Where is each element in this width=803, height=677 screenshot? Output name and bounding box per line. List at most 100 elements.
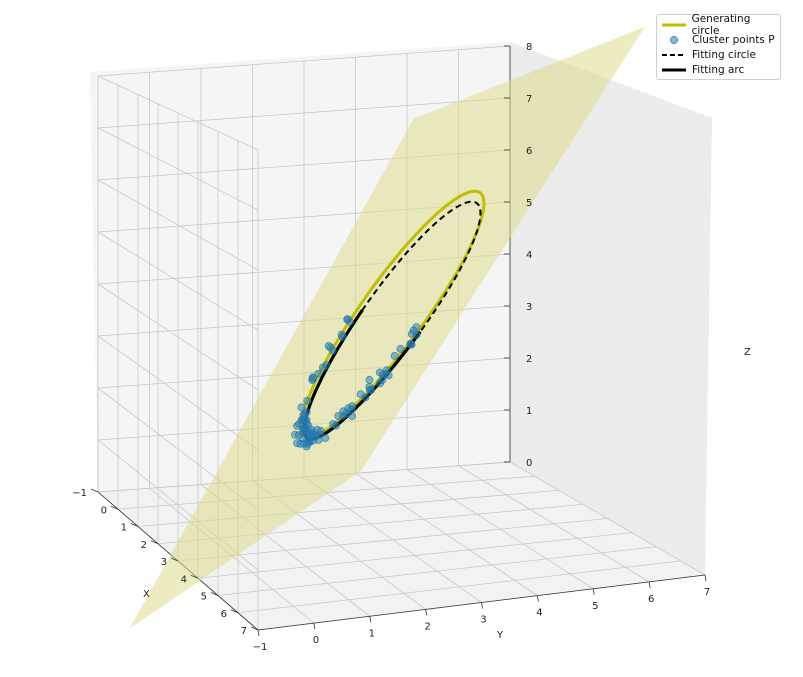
x-tick-label: 1 bbox=[121, 523, 127, 534]
wall-grid-z bbox=[97, 179, 259, 271]
marker-swatch-icon bbox=[669, 35, 679, 44]
legend-item-fitting-arc: Fitting arc bbox=[662, 62, 744, 77]
cluster-point bbox=[321, 434, 330, 443]
floor-grid-y bbox=[406, 469, 594, 590]
cluster-point bbox=[378, 376, 387, 385]
z-tick-label: 5 bbox=[526, 198, 532, 209]
wall-grid-z bbox=[97, 127, 259, 211]
y-tick-label: 3 bbox=[480, 615, 486, 626]
legend-label: Cluster points P bbox=[692, 33, 775, 46]
z-tick-label: 2 bbox=[526, 354, 532, 365]
wall-grid-z bbox=[97, 97, 511, 129]
legend-item-cluster-points: Cluster points P bbox=[662, 32, 775, 47]
y-tick-label: 0 bbox=[313, 635, 319, 646]
cluster-point bbox=[300, 439, 309, 448]
wall-grid-z bbox=[97, 75, 259, 151]
cluster-point bbox=[390, 351, 399, 360]
cluster-point bbox=[338, 332, 347, 341]
legend-item-generating-circle: Generating circle bbox=[662, 13, 780, 37]
x-tick bbox=[130, 523, 139, 527]
z-tick-label: 8 bbox=[526, 42, 532, 53]
y-tick bbox=[536, 595, 539, 602]
cluster-point bbox=[308, 373, 317, 382]
y-tick bbox=[425, 609, 428, 616]
legend-label: Fitting arc bbox=[692, 63, 745, 76]
y-tick-label: 4 bbox=[536, 608, 542, 619]
wall-grid-z bbox=[97, 335, 259, 451]
x-tick-label: 2 bbox=[141, 540, 147, 551]
cluster-point bbox=[293, 421, 302, 430]
cluster-point bbox=[356, 390, 365, 399]
fitting-plane bbox=[129, 26, 646, 629]
x-tick-label: 7 bbox=[241, 626, 247, 637]
x-tick-label: 0 bbox=[101, 505, 107, 516]
cluster-point bbox=[331, 421, 340, 430]
z-tick-label: 6 bbox=[526, 146, 532, 157]
cluster-point bbox=[365, 375, 374, 384]
line-swatch-icon bbox=[662, 23, 686, 26]
legend: Generating circle Cluster points P Fitti… bbox=[656, 13, 781, 80]
cluster-point bbox=[297, 403, 306, 412]
floor-grid-y bbox=[458, 465, 650, 583]
x-tick-label: 4 bbox=[181, 574, 187, 585]
dashed-line-swatch-icon bbox=[662, 53, 686, 56]
y-tick bbox=[648, 581, 651, 588]
y-tick bbox=[313, 623, 316, 630]
floor-grid-y bbox=[355, 472, 538, 596]
cluster-point bbox=[322, 361, 331, 370]
y-tick bbox=[481, 602, 483, 609]
x-axis-label: X bbox=[143, 589, 150, 600]
x-tick bbox=[190, 574, 199, 579]
x-tick bbox=[210, 592, 219, 596]
legend-label: Generating circle bbox=[691, 12, 751, 37]
y-tick-label: 2 bbox=[424, 621, 430, 632]
cluster-point bbox=[326, 343, 335, 352]
cluster-point bbox=[406, 339, 415, 348]
x-tick bbox=[110, 505, 119, 510]
x-tick-label: −1 bbox=[72, 488, 87, 499]
cluster-point bbox=[314, 369, 323, 378]
floor-grid-y bbox=[303, 476, 482, 603]
cluster-point bbox=[290, 430, 299, 439]
x-tick-label: 5 bbox=[201, 592, 207, 603]
y-tick-label: −1 bbox=[253, 642, 268, 653]
x-tick bbox=[170, 557, 179, 562]
z-tick-label: 3 bbox=[526, 302, 532, 313]
y-tick bbox=[369, 616, 372, 623]
z-tick-label: 7 bbox=[526, 94, 532, 105]
cluster-point bbox=[304, 421, 313, 430]
x-tick-label: 6 bbox=[221, 609, 227, 620]
cluster-point bbox=[384, 371, 393, 380]
y-tick-label: 7 bbox=[704, 587, 710, 598]
x-tick-label: 3 bbox=[161, 557, 167, 568]
cluster-point bbox=[367, 385, 376, 394]
x-tick bbox=[250, 626, 259, 631]
y-tick-label: 5 bbox=[592, 601, 598, 612]
floor-grid-y bbox=[509, 461, 706, 576]
z-axis-label: Z bbox=[744, 347, 751, 358]
y-tick bbox=[592, 588, 595, 595]
legend-label: Fitting circle bbox=[692, 48, 756, 61]
y-axis-label: Y bbox=[496, 630, 504, 641]
cluster-point bbox=[342, 409, 351, 418]
back-right-pane bbox=[510, 42, 712, 575]
x-tick bbox=[90, 488, 99, 493]
wall-grid-z bbox=[97, 283, 259, 391]
z-tick-label: 1 bbox=[526, 406, 532, 417]
cluster-point bbox=[334, 411, 343, 420]
cluster-point bbox=[348, 402, 357, 411]
z-tick-label: 4 bbox=[526, 250, 532, 261]
z-tick-label: 0 bbox=[526, 458, 532, 469]
legend-item-fitting-circle: Fitting circle bbox=[662, 47, 756, 62]
cluster-point bbox=[314, 435, 323, 444]
line-swatch-icon bbox=[662, 68, 686, 71]
y-tick-label: 1 bbox=[369, 628, 375, 639]
cluster-point bbox=[343, 315, 352, 324]
x-tick bbox=[150, 540, 159, 545]
cluster-point bbox=[303, 396, 312, 405]
cluster-point bbox=[409, 326, 418, 335]
wall-grid-z bbox=[97, 231, 259, 331]
cluster-point bbox=[308, 428, 317, 437]
x-tick bbox=[230, 609, 239, 614]
